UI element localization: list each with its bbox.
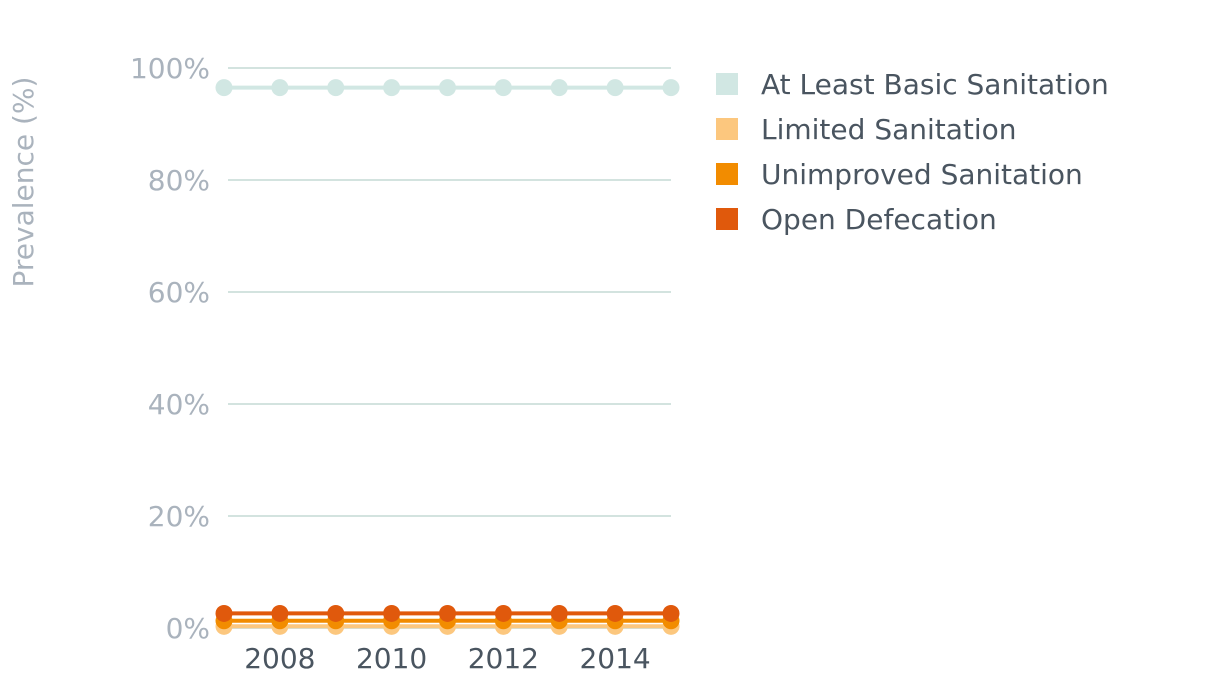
y-tick-label: 0%: [166, 612, 210, 645]
y-tick-label: 100%: [130, 52, 210, 85]
legend-item[interactable]: Unimproved Sanitation: [716, 158, 1083, 191]
legend-swatch: [716, 73, 738, 95]
data-point[interactable]: [550, 79, 568, 97]
gridlines: [228, 67, 671, 629]
y-axis-ticks: 0% 20% 40% 60% 80% 100%: [130, 52, 210, 645]
series-open-defecation[interactable]: [215, 604, 680, 622]
y-axis-label: Prevalence (%): [7, 77, 40, 288]
data-point[interactable]: [494, 604, 512, 622]
data-point[interactable]: [494, 79, 512, 97]
data-point[interactable]: [662, 79, 680, 97]
x-tick-label: 2012: [468, 642, 539, 675]
data-point[interactable]: [550, 604, 568, 622]
x-axis-ticks: 2008 2010 2012 2014: [244, 642, 651, 675]
data-point[interactable]: [606, 604, 624, 622]
data-point[interactable]: [662, 604, 680, 622]
legend-label: Unimproved Sanitation: [761, 158, 1083, 191]
legend-item[interactable]: Open Defecation: [716, 203, 997, 236]
legend-label: Limited Sanitation: [761, 113, 1017, 146]
data-point[interactable]: [439, 604, 456, 622]
data-point[interactable]: [383, 79, 401, 97]
data-point[interactable]: [271, 604, 289, 622]
data-point[interactable]: [215, 79, 233, 97]
legend[interactable]: At Least Basic Sanitation Limited Sanitat…: [716, 68, 1109, 236]
data-point[interactable]: [271, 79, 289, 97]
data-point[interactable]: [327, 79, 345, 97]
legend-label: At Least Basic Sanitation: [761, 68, 1109, 101]
series-at-least-basic-sanitation[interactable]: [215, 79, 680, 97]
legend-item[interactable]: Limited Sanitation: [716, 113, 1017, 146]
data-point[interactable]: [606, 79, 624, 97]
y-tick-label: 40%: [148, 388, 210, 421]
legend-swatch: [716, 163, 738, 185]
legend-label: Open Defecation: [761, 203, 997, 236]
legend-item[interactable]: At Least Basic Sanitation: [716, 68, 1109, 101]
data-point[interactable]: [327, 604, 345, 622]
y-tick-label: 20%: [148, 500, 210, 533]
y-tick-label: 80%: [148, 164, 210, 197]
data-point[interactable]: [215, 604, 233, 622]
y-tick-label: 60%: [148, 276, 210, 309]
x-tick-label: 2010: [356, 642, 427, 675]
data-point[interactable]: [383, 604, 401, 622]
data-point[interactable]: [439, 79, 456, 97]
legend-swatch: [716, 208, 738, 230]
x-tick-label: 2014: [579, 642, 650, 675]
x-tick-label: 2008: [244, 642, 315, 675]
legend-swatch: [716, 118, 738, 140]
series-layer: [215, 79, 680, 635]
